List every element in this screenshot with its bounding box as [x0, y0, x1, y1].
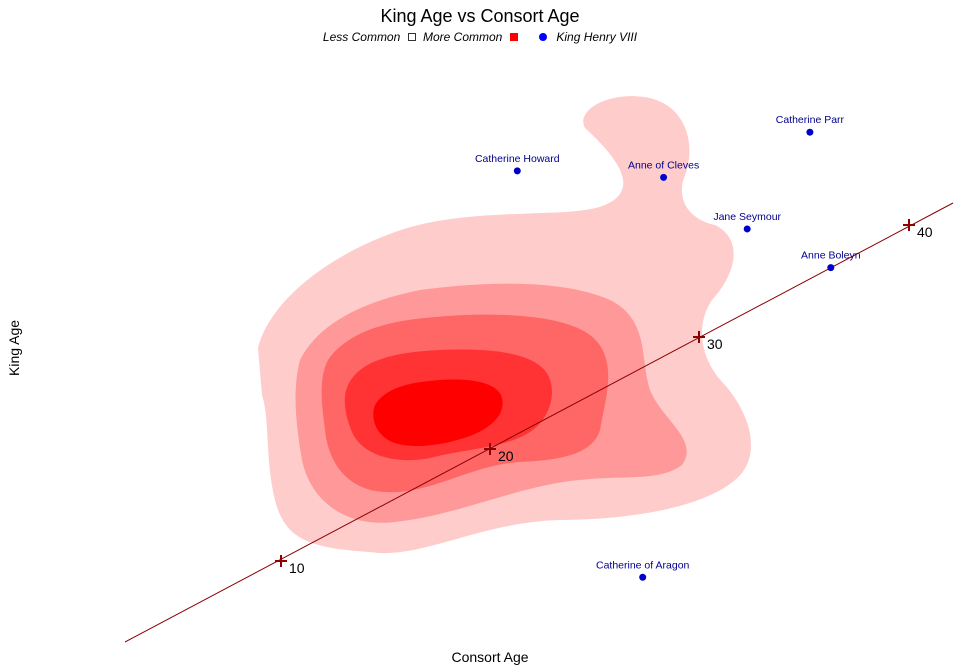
legend-king-marker [539, 33, 548, 41]
density-contours [258, 96, 752, 554]
legend-less-common-label: Less Common [322, 30, 401, 44]
point-marker [513, 167, 521, 175]
legend-king-label: King Henry VIII [556, 30, 638, 44]
data-point: Catherine Howard [475, 153, 560, 175]
point-label: Catherine Parr [776, 114, 845, 126]
x-axis-label: Consort Age [451, 649, 529, 665]
legend-more-common-label: More Common [422, 30, 503, 44]
reference-tick-30: 30 [693, 331, 723, 352]
point-marker [827, 264, 835, 272]
point-label: Catherine of Aragon [596, 559, 690, 571]
reference-tick-label: 40 [917, 224, 933, 240]
point-label: Catherine Howard [475, 153, 560, 165]
reference-tick-20: 20 [484, 443, 514, 464]
points-group: Catherine of Aragon Anne Boleyn Jane Seymo… [475, 114, 861, 581]
legend: Less Common More Common King Henry VIII [0, 30, 960, 44]
reference-tick-10: 10 [275, 555, 305, 576]
density-contour-level-5 [373, 379, 503, 447]
legend-more-common-swatch [509, 33, 518, 41]
point-label: Anne of Cleves [628, 159, 699, 171]
reference-line-group: 10 20 30 40 [124, 202, 954, 643]
data-point: Jane Seymour [713, 211, 782, 233]
point-label: Jane Seymour [713, 211, 781, 223]
point-marker [806, 128, 814, 136]
data-point: Catherine of Aragon [596, 559, 690, 581]
reference-tick-label: 20 [498, 448, 514, 464]
chart-title: King Age vs Consort Age [380, 6, 580, 26]
point-marker [660, 173, 668, 181]
point-label: Anne Boleyn [801, 250, 861, 262]
data-point: Anne of Cleves [628, 159, 699, 181]
reference-tick-label: 10 [289, 560, 305, 576]
reference-tick-40: 40 [903, 219, 933, 240]
point-marker [743, 225, 751, 233]
data-point: Anne Boleyn [801, 250, 861, 272]
data-point: Catherine Parr [776, 114, 845, 136]
reference-line [124, 202, 954, 643]
legend-less-common-swatch [407, 33, 416, 41]
reference-tick-label: 30 [707, 336, 723, 352]
point-marker [639, 573, 647, 581]
